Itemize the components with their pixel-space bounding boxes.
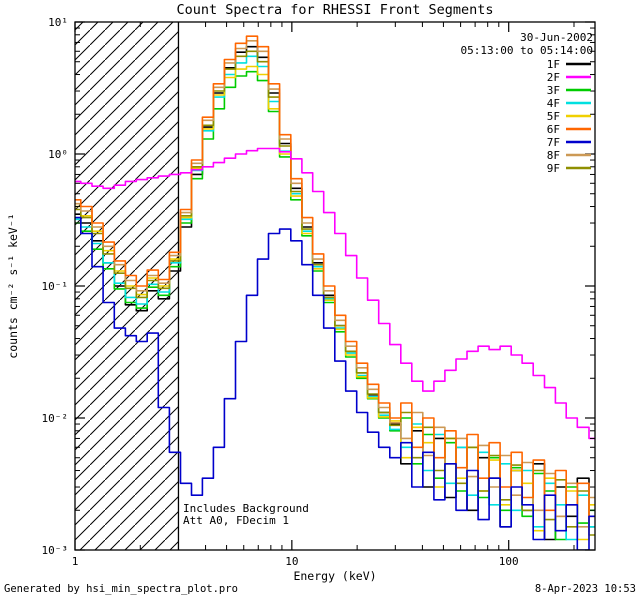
legend-label-6F: 6F [547,123,560,136]
y-tick-label: 10⁻³ [42,544,69,557]
note-includes-background: Includes Background [183,502,309,515]
note-attenuator: Att A0, FDecim 1 [183,514,289,527]
y-tick-label: 10¹ [48,16,68,29]
legend-label-4F: 4F [547,97,560,110]
y-tick-label: 10⁰ [48,148,68,161]
legend-label-1F: 1F [547,58,560,71]
footer-generated-by: Generated by hsi_min_spectra_plot.pro [4,583,238,595]
series-7F [75,216,595,550]
legend-label-5F: 5F [547,110,560,123]
series-6F [75,35,595,518]
x-tick-label: 1 [72,555,79,568]
axes: 1 10 100 10⁻³ 10⁻² 10⁻¹ 10⁰ 10¹ [42,16,596,568]
legend-label-2F: 2F [547,71,560,84]
series-2F [75,147,595,440]
chart-title: Count Spectra for RHESSI Front Segments [177,2,494,18]
x-tick-label: 100 [499,555,519,568]
footer-timestamp: 8-Apr-2023 10:53 [535,583,636,595]
y-axis-label: counts cm⁻² s⁻¹ keV⁻¹ [6,213,20,358]
x-axis-label: Energy (keV) [293,569,376,583]
spectra-series [75,35,595,550]
y-tick-label: 10⁻¹ [42,280,69,293]
legend-label-7F: 7F [547,136,560,149]
y-tick-label: 10⁻² [42,412,69,425]
legend-label-3F: 3F [547,84,560,97]
obs-time-range: 05:13:00 to 05:14:00 [461,44,593,57]
legend-label-9F: 9F [547,162,560,175]
legend-label-8F: 8F [547,149,560,162]
x-tick-label: 10 [285,555,298,568]
obs-date: 30-Jun-2002 [520,31,593,44]
